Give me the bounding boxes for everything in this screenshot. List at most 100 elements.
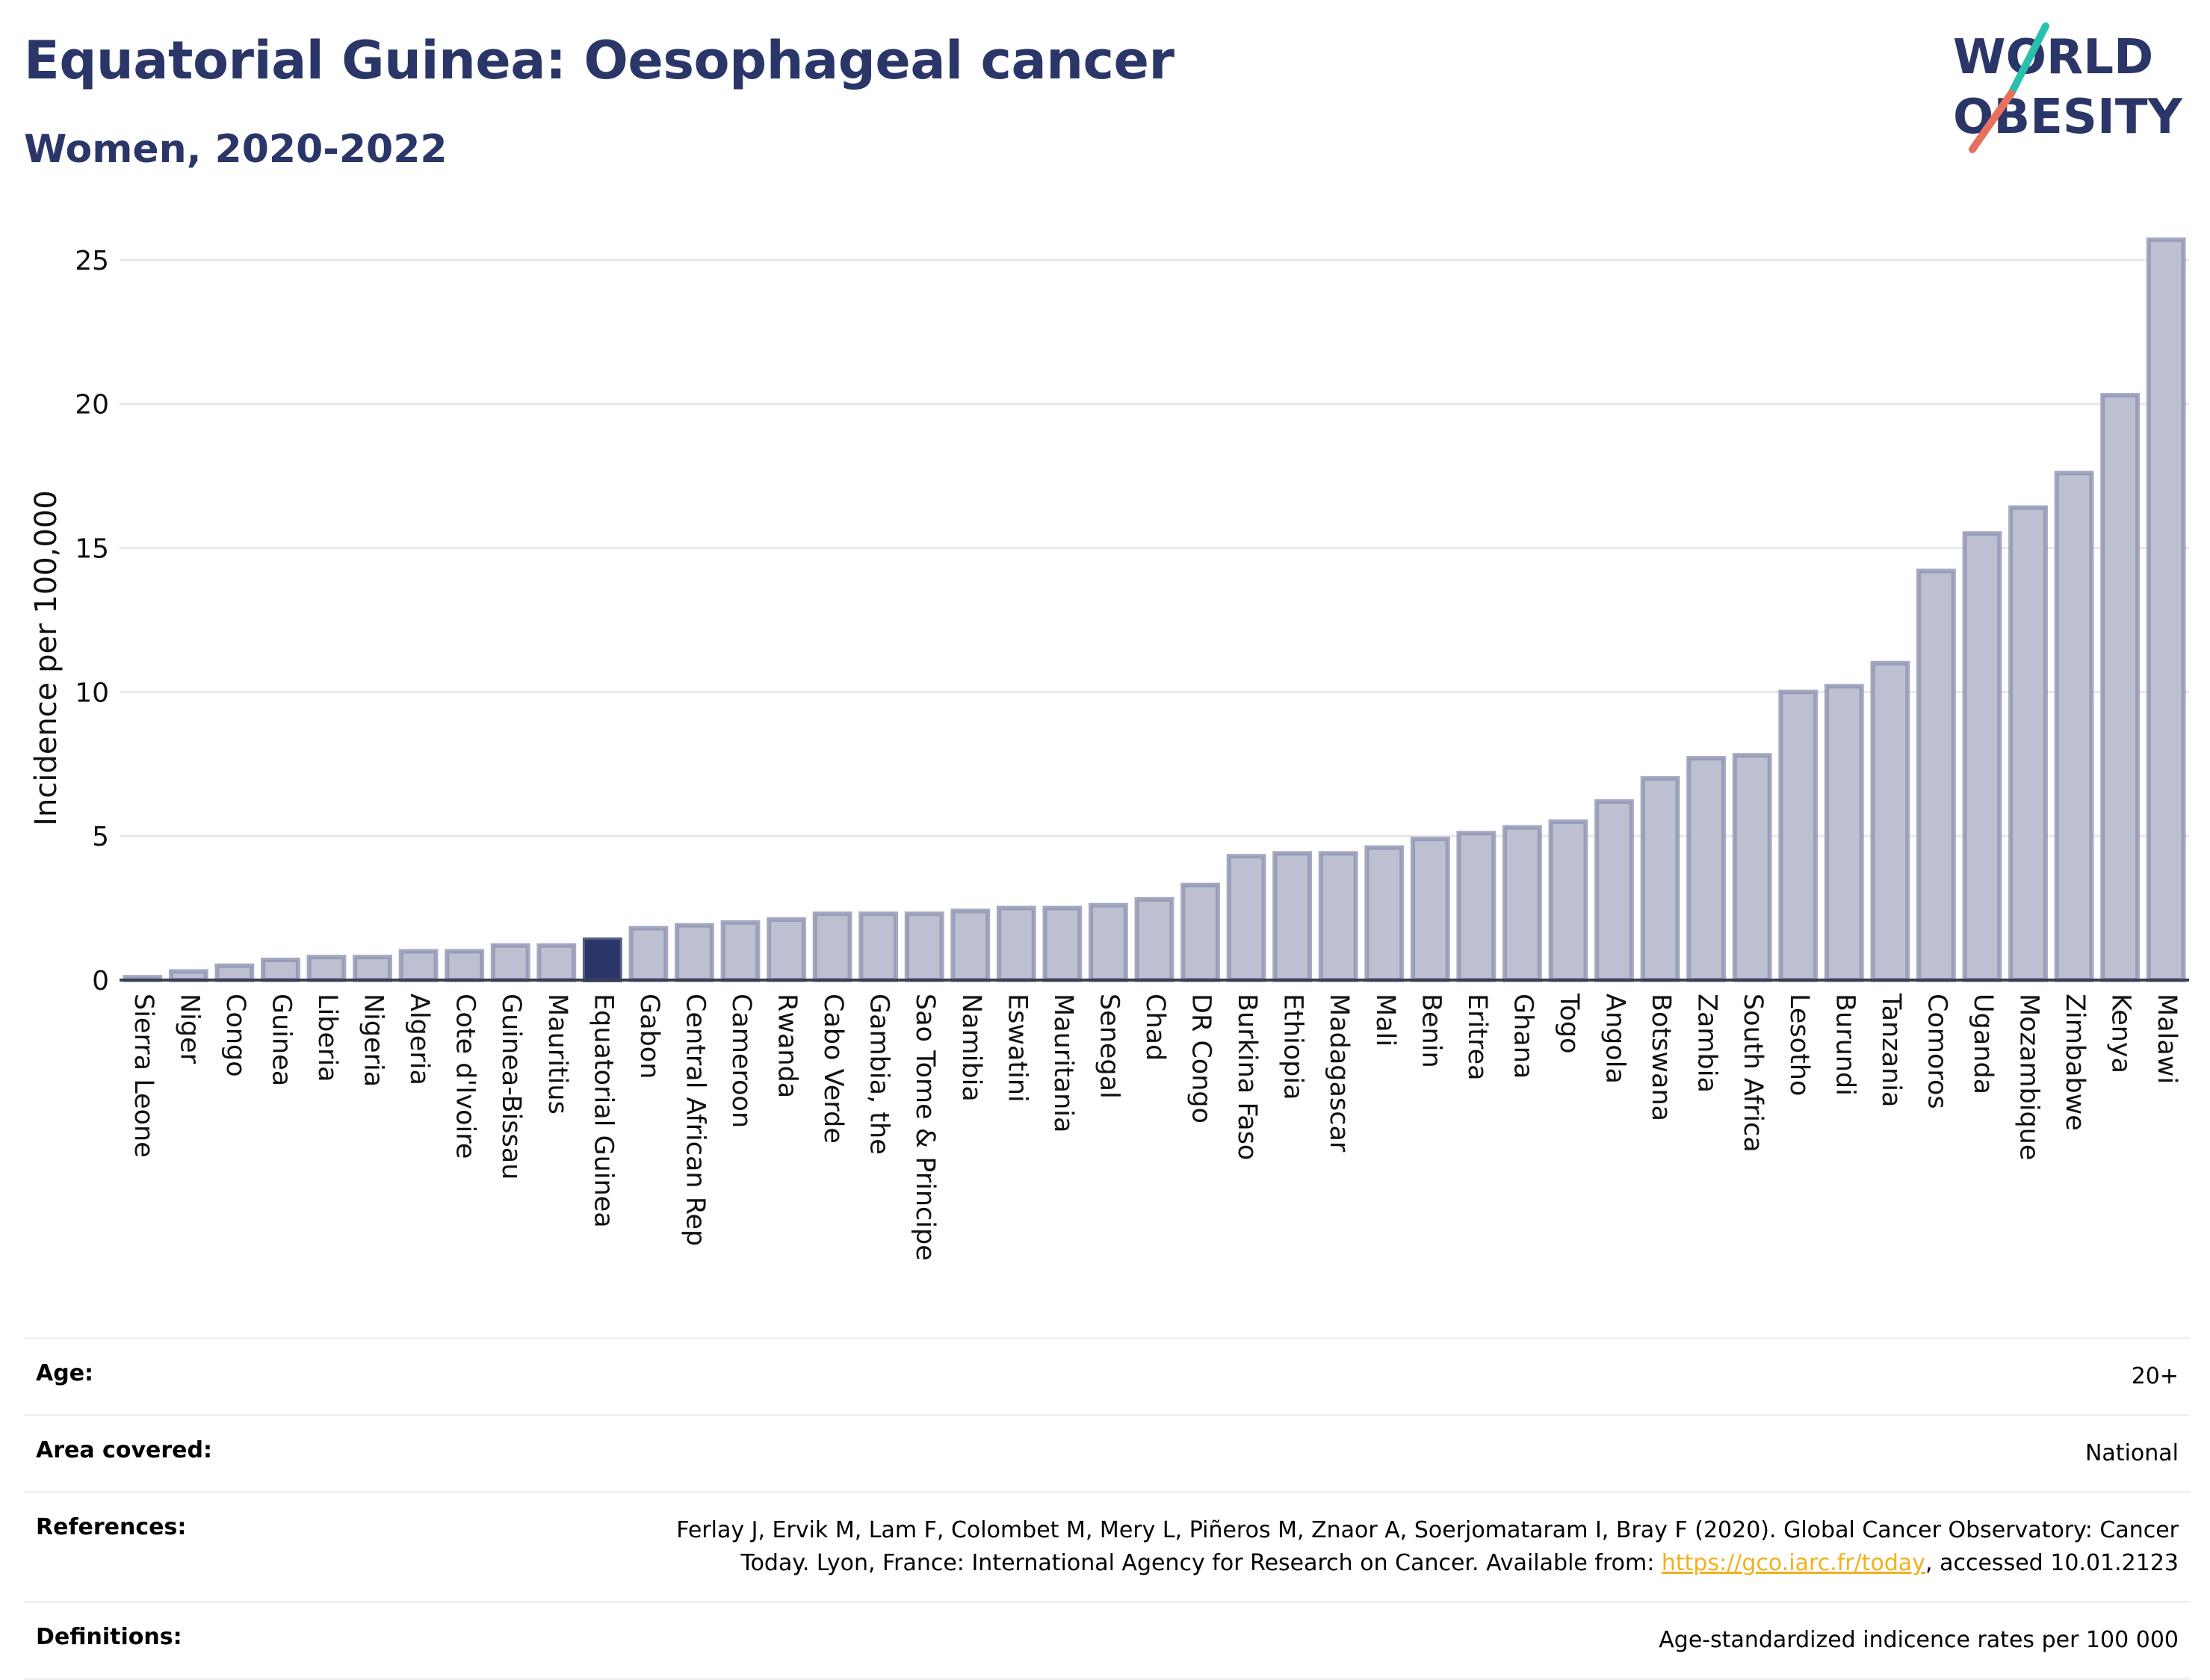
bar xyxy=(1732,753,1772,982)
bar xyxy=(858,911,899,982)
x-tick-label: Mauritania xyxy=(1048,994,1078,1132)
bar xyxy=(398,949,439,982)
x-tick-label: Uganda xyxy=(1968,994,1998,1094)
bar xyxy=(1962,531,2002,982)
x-tick-label: Togo xyxy=(1554,993,1584,1053)
logo-world-text: WORLD xyxy=(1953,30,2153,85)
x-tick-label: Mozambique xyxy=(2014,994,2044,1160)
bar xyxy=(2100,393,2141,982)
x-tick-label: Senegal xyxy=(1094,994,1124,1099)
bar xyxy=(1456,831,1496,983)
bar xyxy=(2008,505,2048,982)
bar xyxy=(1180,882,1220,982)
bar xyxy=(1686,756,1727,982)
chart-title: Equatorial Guinea: Oesophageal cancer xyxy=(24,30,1174,91)
x-tick-label: Ethiopia xyxy=(1278,994,1308,1100)
bar xyxy=(445,949,485,982)
bar xyxy=(214,963,255,983)
references-text-3: , accessed 10.01.2123 xyxy=(1925,1550,2179,1576)
chart-subtitle: Women, 2020-2022 xyxy=(24,127,448,172)
x-tick-label: Mali xyxy=(1370,994,1400,1047)
bar xyxy=(536,943,577,982)
bar xyxy=(1089,902,1128,982)
logo-slash-bottom xyxy=(1969,90,2015,153)
x-tick-label: Namibia xyxy=(956,994,986,1102)
info-table: Age: 20+ Area covered: National Referenc… xyxy=(24,1337,2191,1680)
x-tick-label: Gabon xyxy=(634,994,664,1079)
y-tick-label: 25 xyxy=(75,246,109,276)
x-tick-label: Malawi xyxy=(2152,994,2182,1084)
bar xyxy=(720,920,761,982)
x-tick-label: Mauritius xyxy=(542,994,572,1115)
x-tick-label: Cabo Verde xyxy=(818,994,848,1144)
bar xyxy=(261,958,300,983)
age-label: Age: xyxy=(36,1360,94,1386)
bar xyxy=(628,926,669,983)
bar xyxy=(1318,851,1358,983)
bar xyxy=(1226,854,1266,982)
x-tick-label: Cote d'Ivoire xyxy=(451,994,480,1159)
x-tick-label: Congo xyxy=(220,994,250,1077)
bar xyxy=(1364,845,1405,982)
x-tick-label: Ghana xyxy=(1508,994,1538,1079)
x-tick-label: Botswana xyxy=(1646,994,1676,1121)
references-label: References: xyxy=(36,1514,187,1540)
bar xyxy=(1824,684,1864,982)
bar xyxy=(1640,776,1680,982)
bar xyxy=(1272,851,1313,983)
bar xyxy=(1134,897,1174,983)
bar xyxy=(582,937,622,983)
x-tick-label: DR Congo xyxy=(1186,994,1216,1123)
x-tick-label: Lesotho xyxy=(1784,994,1814,1096)
y-tick-label: 20 xyxy=(75,390,109,421)
x-tick-label: Zimbabwe xyxy=(2060,994,2090,1131)
info-row-definitions: Definitions: Age-standardized indicence … xyxy=(24,1601,2191,1680)
x-tick-label: Eswatini xyxy=(1002,994,1032,1103)
bar xyxy=(1548,819,1588,983)
x-tick-label: Comoros xyxy=(1922,994,1951,1109)
logo-slash-top xyxy=(2008,22,2049,97)
bar xyxy=(1042,905,1083,983)
x-tick-label: Rwanda xyxy=(773,994,802,1098)
x-tick-label: Cameroon xyxy=(726,994,756,1128)
x-tick-label: Central African Rep xyxy=(680,994,710,1246)
area-value: National xyxy=(2084,1440,2179,1466)
y-tick-label: 0 xyxy=(92,966,109,996)
y-tick-label: 15 xyxy=(75,534,109,565)
bar xyxy=(996,905,1036,983)
x-tick-label: Angola xyxy=(1600,994,1630,1084)
bar xyxy=(1916,568,1956,982)
bar xyxy=(2054,471,2094,982)
x-tick-label: Zambia xyxy=(1692,994,1722,1093)
bar-chart: 0 5 10 15 20 25 Incidence per 100,000 Sierra Le… xyxy=(29,237,2189,1261)
x-tick-label: Eritrea xyxy=(1462,994,1492,1081)
age-value: 20+ xyxy=(2131,1363,2179,1389)
x-tick-label: Nigeria xyxy=(359,994,389,1087)
x-tick-label: Sierra Leone xyxy=(129,994,158,1158)
x-tick-label: Gambia, the xyxy=(864,994,894,1155)
bar xyxy=(1870,660,1910,982)
bar xyxy=(767,917,806,983)
x-tick-label: South Africa xyxy=(1738,994,1768,1153)
info-row-age: Age: 20+ xyxy=(24,1337,2191,1414)
area-label: Area covered: xyxy=(36,1437,212,1463)
x-tick-label: Liberia xyxy=(312,994,342,1082)
bar xyxy=(2146,237,2186,982)
x-tick-label: Sao Tome & Principe xyxy=(910,994,940,1261)
references-text-2: Today. Lyon, France: International Agenc… xyxy=(740,1550,1662,1576)
bar xyxy=(1502,825,1542,982)
definitions-value: Age-standardized indicence rates per 100… xyxy=(1659,1627,2179,1653)
x-tick-label: Kenya xyxy=(2106,994,2136,1073)
info-row-references: References: Ferlay J, Ervik M, Lam F, Co… xyxy=(24,1491,2191,1601)
x-tick-label: Niger xyxy=(174,994,204,1064)
bar xyxy=(904,911,944,982)
references-value: Ferlay J, Ervik M, Lam F, Colombet M, Me… xyxy=(676,1514,2179,1580)
bar xyxy=(675,923,714,982)
x-tick-label: Guinea xyxy=(266,994,296,1086)
bar xyxy=(950,908,991,983)
references-link[interactable]: https://gco.iarc.fr/today xyxy=(1661,1550,1926,1576)
bar xyxy=(353,955,392,983)
references-text-1: Ferlay J, Ervik M, Lam F, Colombet M, Me… xyxy=(676,1517,2179,1543)
y-axis-label: Incidence per 100,000 xyxy=(29,490,64,826)
info-row-area: Area covered: National xyxy=(24,1414,2191,1491)
